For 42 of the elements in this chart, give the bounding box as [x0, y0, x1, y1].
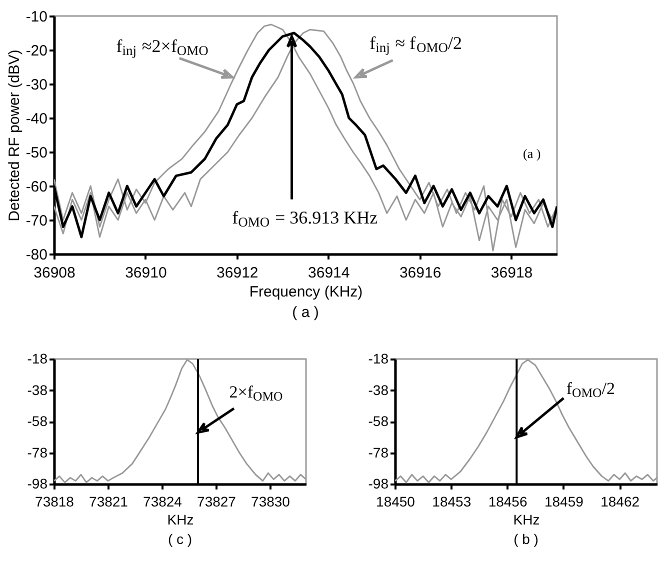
y-tick-label: -78 [27, 444, 48, 460]
x-tick-label: 73830 [251, 494, 290, 510]
x-tick-label: 18462 [600, 494, 640, 510]
y-tick-label: -98 [27, 476, 48, 492]
y-tick-label: -18 [27, 350, 48, 366]
x-tick-label: 36914 [308, 264, 350, 282]
text: ( a ) [292, 304, 319, 321]
y-tick-label: -58 [27, 413, 48, 429]
y-axis-title: Detected RF power (dBV) [6, 50, 23, 222]
x-tick-label: 73827 [197, 494, 236, 510]
y-tick-label: -78 [368, 444, 389, 460]
y-tick-label: -50 [26, 144, 48, 162]
x-tick-label: 36916 [399, 264, 442, 282]
x-tick-label: 73818 [35, 494, 74, 510]
x-tick-label: 18450 [376, 494, 416, 510]
y-tick-label: -10 [26, 8, 48, 26]
x-tick-label: 36918 [490, 264, 533, 282]
text: ( b ) [514, 531, 538, 547]
y-tick-label: -38 [27, 382, 48, 398]
y-tick-label: -80 [26, 246, 48, 264]
x-axis-title: KHz [513, 512, 540, 528]
x-axis-title: KHz [167, 512, 194, 528]
x-tick-label: 18456 [488, 494, 528, 510]
x-tick-label: 36912 [216, 264, 258, 282]
x-tick-label: 18453 [432, 494, 472, 510]
x-axis-title: Frequency (KHz) [249, 284, 363, 300]
y-tick-label: -20 [26, 42, 48, 60]
x-tick-label: 36910 [125, 264, 167, 282]
y-tick-label: -40 [26, 110, 48, 128]
y-tick-label: -60 [26, 178, 48, 196]
y-tick-label: -70 [26, 212, 48, 230]
y-tick-label: -98 [368, 476, 389, 492]
y-tick-label: -58 [368, 413, 389, 429]
x-tick-label: 36908 [34, 264, 76, 282]
x-tick-label: 18459 [544, 494, 584, 510]
y-tick-label: -18 [368, 350, 389, 366]
x-tick-label: 73824 [143, 494, 182, 510]
y-tick-label: -30 [26, 76, 48, 94]
text: ( c ) [168, 531, 192, 547]
annotation: (a ) [523, 146, 541, 162]
x-tick-label: 73821 [89, 494, 128, 510]
y-tick-label: -38 [368, 382, 389, 398]
